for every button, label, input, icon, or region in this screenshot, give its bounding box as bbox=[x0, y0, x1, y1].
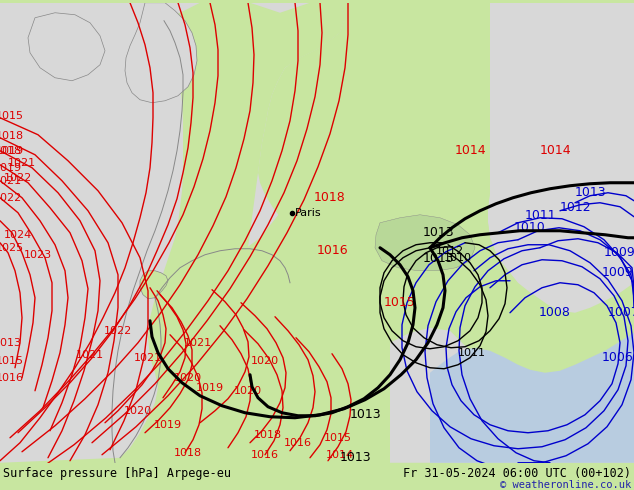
Text: 1020: 1020 bbox=[174, 373, 202, 383]
Polygon shape bbox=[28, 13, 105, 81]
Text: 1015: 1015 bbox=[0, 356, 24, 366]
Text: 1015: 1015 bbox=[324, 433, 352, 443]
Text: 1010: 1010 bbox=[514, 221, 546, 234]
Text: 1013: 1013 bbox=[339, 451, 371, 464]
Polygon shape bbox=[258, 3, 495, 275]
Text: 1018: 1018 bbox=[0, 146, 22, 156]
Polygon shape bbox=[125, 3, 197, 103]
Text: 1020: 1020 bbox=[124, 406, 152, 416]
Polygon shape bbox=[375, 215, 475, 271]
Text: 1013: 1013 bbox=[574, 186, 606, 199]
Text: 1015: 1015 bbox=[384, 296, 416, 309]
Text: 1011: 1011 bbox=[524, 209, 556, 222]
Text: 1023: 1023 bbox=[24, 250, 52, 260]
Text: 1014: 1014 bbox=[326, 450, 354, 460]
Polygon shape bbox=[140, 3, 345, 288]
Text: 1021: 1021 bbox=[184, 338, 212, 348]
Text: 1018: 1018 bbox=[0, 131, 24, 141]
Text: 1013: 1013 bbox=[422, 252, 454, 265]
Polygon shape bbox=[155, 3, 345, 298]
Text: 1007: 1007 bbox=[608, 306, 634, 319]
Text: Surface pressure [hPa] Arpege-eu: Surface pressure [hPa] Arpege-eu bbox=[3, 467, 231, 480]
Text: 1020: 1020 bbox=[234, 386, 262, 396]
Polygon shape bbox=[430, 333, 634, 463]
Text: 1013: 1013 bbox=[0, 338, 22, 348]
Text: 1016: 1016 bbox=[284, 438, 312, 448]
Text: 1024: 1024 bbox=[4, 230, 32, 240]
Text: 1016: 1016 bbox=[0, 373, 24, 383]
Text: 1022: 1022 bbox=[0, 193, 22, 203]
Text: 1009: 1009 bbox=[604, 246, 634, 259]
Text: 1019: 1019 bbox=[154, 420, 182, 430]
Text: 1022: 1022 bbox=[4, 173, 32, 183]
Polygon shape bbox=[0, 3, 295, 463]
Text: 1011: 1011 bbox=[458, 348, 486, 358]
Text: 1022: 1022 bbox=[104, 326, 132, 336]
Text: 1013: 1013 bbox=[349, 408, 381, 421]
Text: 1006: 1006 bbox=[602, 351, 634, 364]
Text: 1016: 1016 bbox=[251, 450, 279, 460]
Text: 1016: 1016 bbox=[316, 244, 348, 257]
Text: 1018: 1018 bbox=[254, 430, 282, 440]
Text: 1021: 1021 bbox=[134, 353, 162, 363]
Text: © weatheronline.co.uk: © weatheronline.co.uk bbox=[500, 480, 631, 490]
Text: 1021: 1021 bbox=[8, 158, 36, 168]
Text: 1019: 1019 bbox=[0, 146, 24, 156]
Text: Fr 31-05-2024 06:00 UTC (00+102): Fr 31-05-2024 06:00 UTC (00+102) bbox=[403, 467, 631, 480]
Text: 1010: 1010 bbox=[444, 253, 472, 263]
Text: 1021: 1021 bbox=[76, 350, 104, 360]
Text: 1015: 1015 bbox=[0, 111, 24, 121]
Polygon shape bbox=[390, 328, 634, 463]
Text: 1013: 1013 bbox=[422, 226, 454, 239]
Text: 1014: 1014 bbox=[454, 144, 486, 157]
Polygon shape bbox=[140, 271, 168, 299]
Text: 1020: 1020 bbox=[251, 356, 279, 366]
Text: 1019: 1019 bbox=[0, 163, 22, 173]
Text: 1021: 1021 bbox=[0, 176, 22, 186]
Text: 1009: 1009 bbox=[602, 266, 634, 279]
Text: 1018: 1018 bbox=[174, 448, 202, 458]
Text: 1012: 1012 bbox=[559, 201, 591, 214]
Text: 1018: 1018 bbox=[314, 191, 346, 204]
Text: 1008: 1008 bbox=[539, 306, 571, 319]
Text: 1012: 1012 bbox=[436, 246, 464, 256]
Text: 1014: 1014 bbox=[539, 144, 571, 157]
Polygon shape bbox=[488, 3, 634, 313]
Text: 1025: 1025 bbox=[0, 243, 24, 253]
Polygon shape bbox=[140, 255, 365, 463]
Text: 1019: 1019 bbox=[196, 383, 224, 393]
Text: Paris: Paris bbox=[295, 208, 321, 218]
